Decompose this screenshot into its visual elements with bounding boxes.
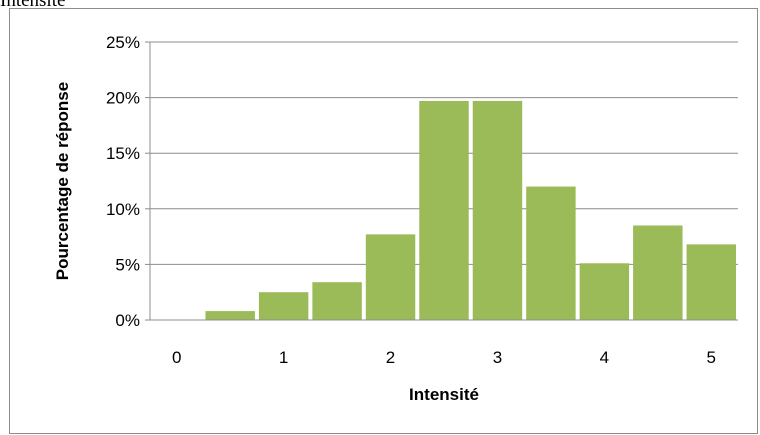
bar	[633, 225, 683, 320]
x-tick-label: 2	[386, 348, 395, 367]
bar	[579, 263, 630, 320]
y-tick-label: 25%	[106, 33, 140, 52]
x-tick-labels: 0 1 2 3 4 5	[172, 348, 716, 367]
x-axis-title: Intensité	[409, 385, 479, 404]
bar	[419, 100, 469, 320]
bars	[205, 100, 736, 320]
x-tick-label: 3	[493, 348, 502, 367]
x-tick-label: 4	[600, 348, 609, 367]
bar	[526, 186, 576, 320]
y-tick-label: 20%	[106, 89, 140, 108]
bar	[365, 234, 416, 320]
bar	[258, 292, 309, 320]
chart-frame	[9, 8, 758, 434]
y-tick-label: 0%	[115, 311, 140, 330]
bar	[312, 282, 362, 320]
bar	[686, 244, 736, 320]
y-tick-labels: 0% 5% 10% 15% 20% 25%	[106, 33, 140, 330]
y-tick-label: 10%	[106, 200, 140, 219]
y-tick-label: 5%	[115, 255, 140, 274]
x-tick-label: 0	[172, 348, 181, 367]
x-tick-label: 5	[707, 348, 716, 367]
y-axis-title: Pourcentage de réponse	[53, 82, 72, 280]
bar	[472, 100, 523, 320]
axes	[145, 41, 738, 321]
x-tick-label: 1	[279, 348, 288, 367]
figure-caption: Intensité	[0, 0, 66, 11]
y-tick-label: 15%	[106, 144, 140, 163]
bar	[205, 311, 255, 320]
